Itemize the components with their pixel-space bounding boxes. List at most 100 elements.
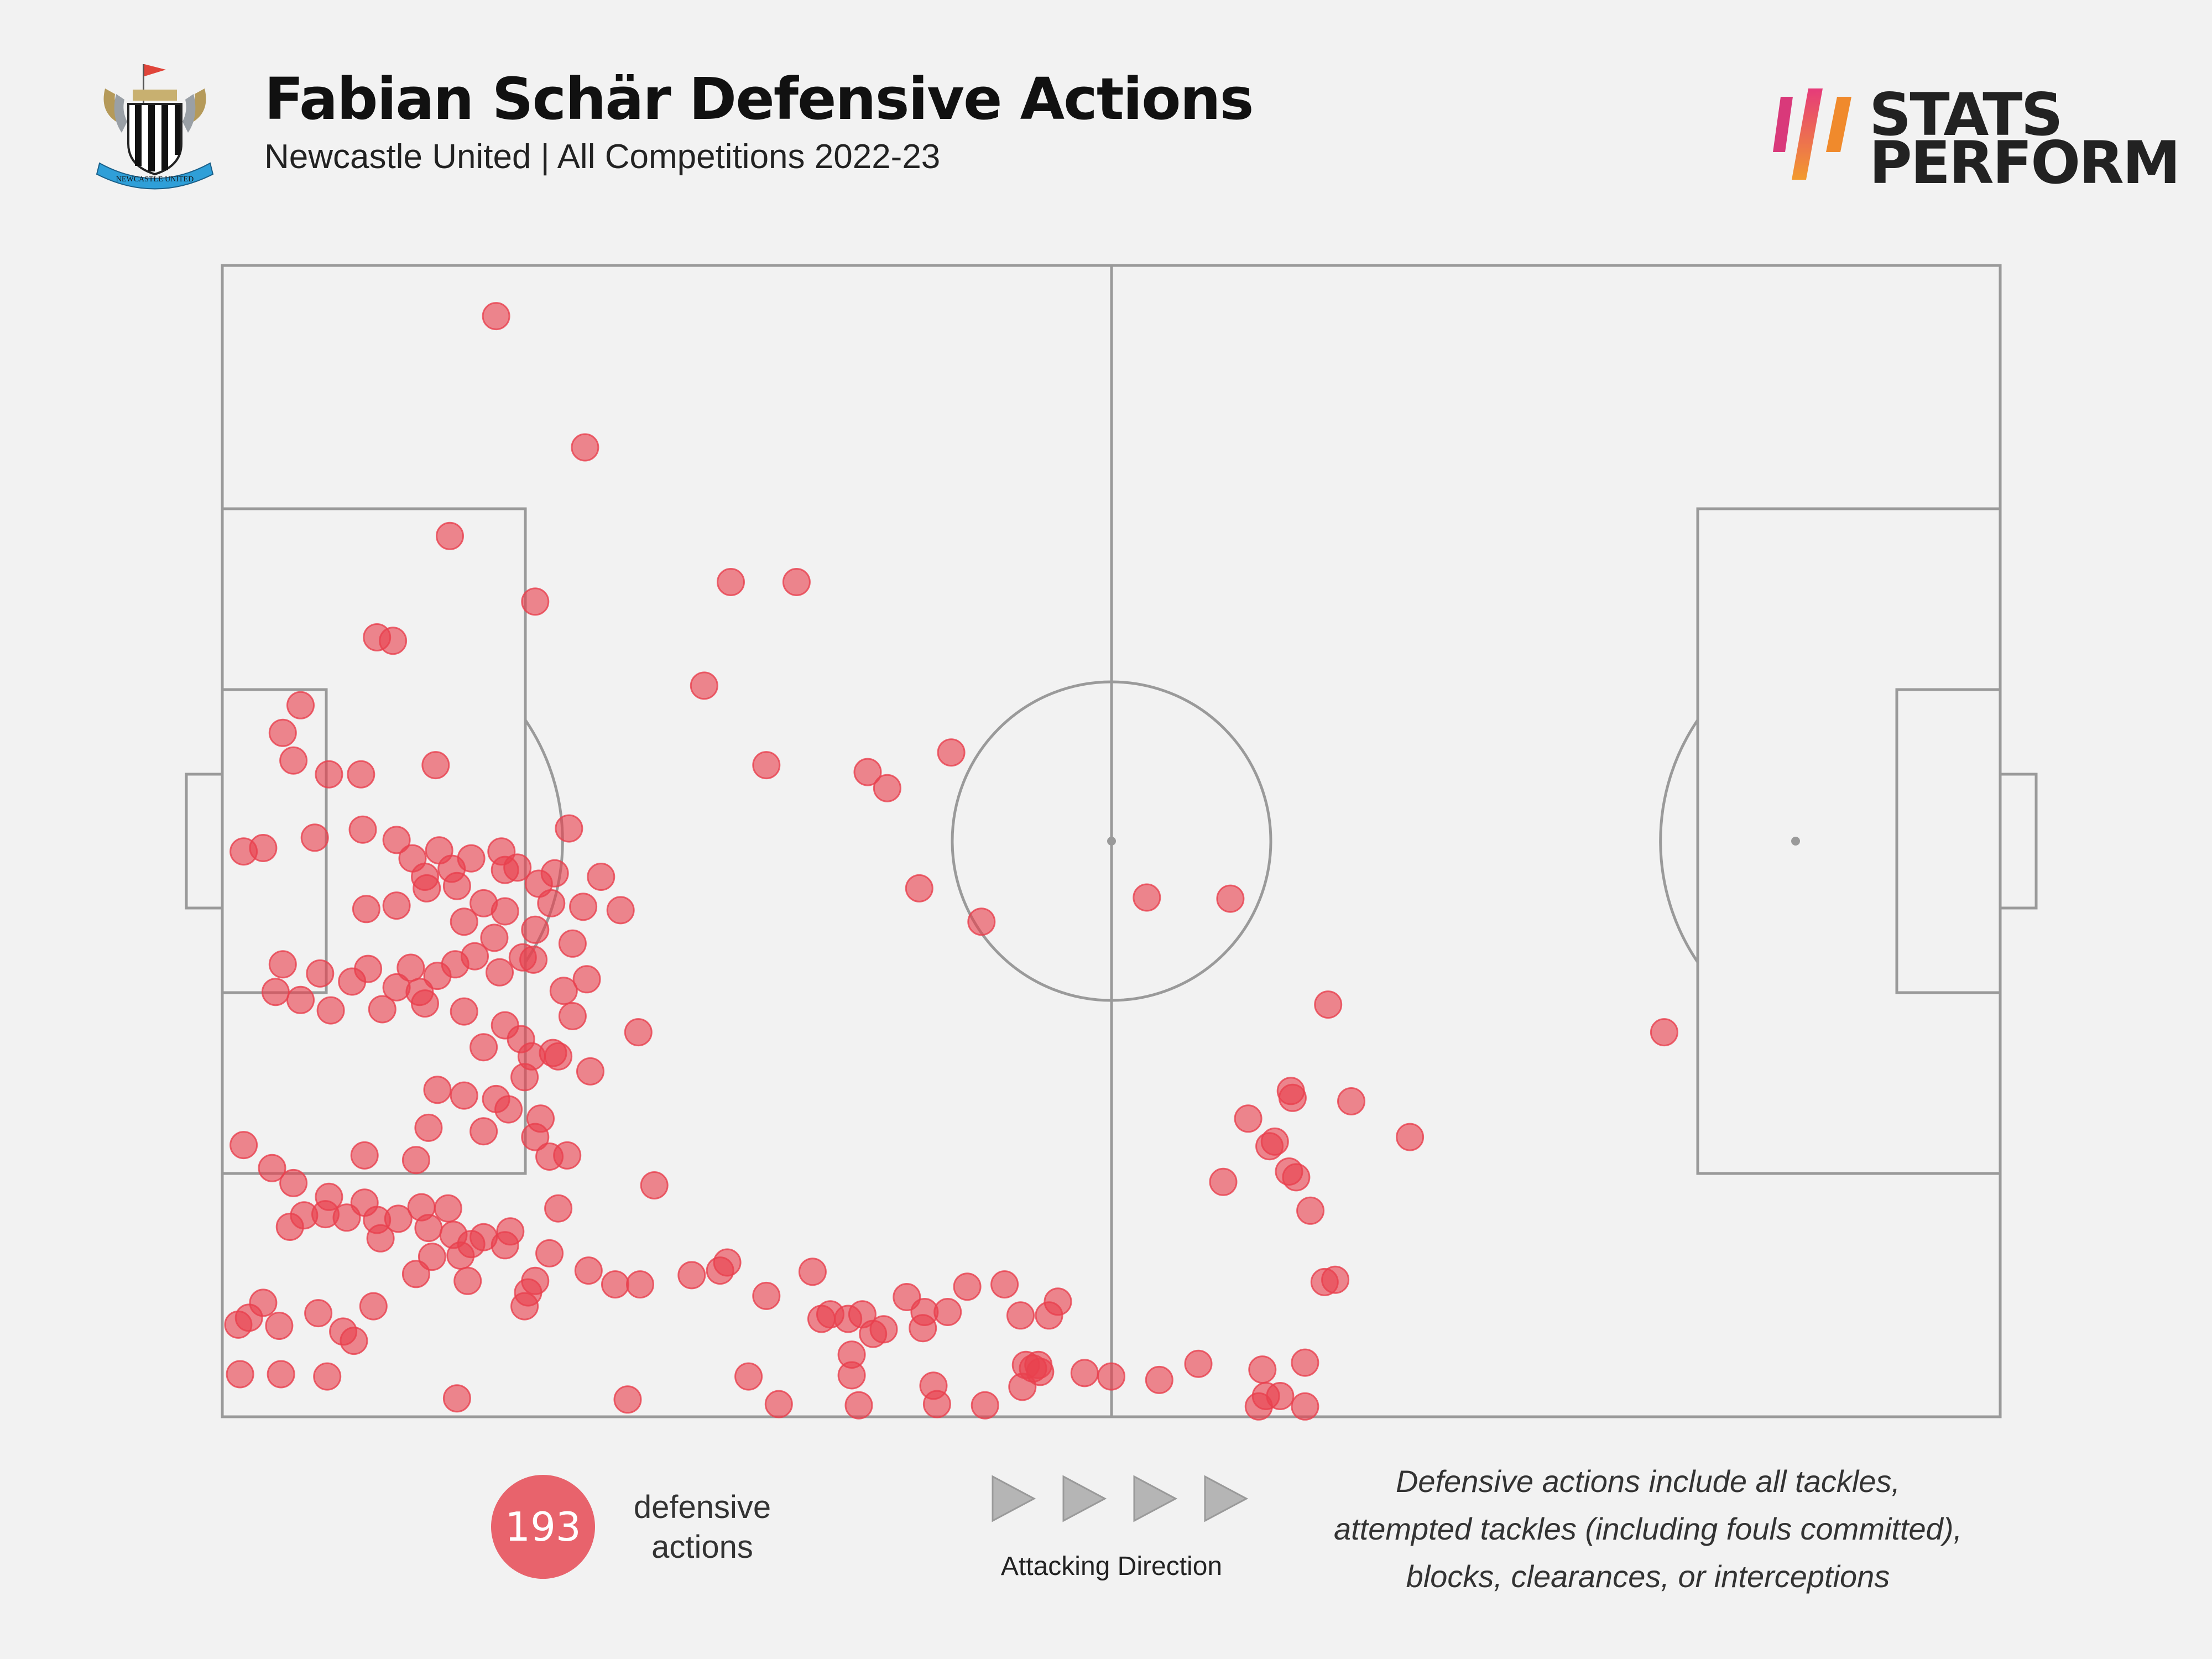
defensive-action-point — [1248, 1355, 1277, 1384]
defensive-action-point — [837, 1361, 866, 1390]
count-label-line2: actions — [651, 1529, 753, 1565]
defensive-action-point — [446, 1241, 475, 1270]
defensive-action-point — [442, 872, 471, 900]
defensive-action-point — [1019, 1354, 1047, 1383]
defensive-action-point — [401, 1260, 430, 1288]
defensive-action-point — [226, 1360, 254, 1389]
brand-line2: PERFORM — [1869, 129, 2180, 197]
defensive-action-point — [421, 751, 450, 780]
defensive-action-point — [937, 738, 966, 767]
defensive-action-point — [537, 889, 566, 917]
defensive-action-point — [1070, 1359, 1099, 1387]
defensive-action-point — [249, 834, 278, 862]
defensive-action-point — [677, 1261, 706, 1290]
penalty-spot-right — [1791, 837, 1800, 846]
defensive-action-point — [366, 1224, 395, 1253]
defensive-action-point — [338, 967, 367, 996]
defensive-action-point — [1260, 1127, 1289, 1156]
centre-spot — [1107, 837, 1116, 846]
definition-note: Defensive actions include all tackles, a… — [1288, 1458, 2007, 1600]
defensive-action-point — [510, 1063, 539, 1092]
defensive-action-point — [382, 826, 411, 854]
defensive-action-point — [844, 1391, 873, 1420]
defensive-action-point — [384, 1204, 413, 1233]
defensive-action-point — [539, 1039, 567, 1067]
defensive-action-point — [486, 958, 514, 987]
defensive-action-point — [1276, 1077, 1305, 1105]
defensive-action-point — [1145, 1365, 1173, 1394]
note-line-1: Defensive actions include all tackles, — [1395, 1464, 1901, 1499]
defensive-action-point — [286, 985, 315, 1014]
count-label-line1: defensive — [633, 1489, 771, 1525]
defensive-action-point — [967, 907, 996, 936]
defensive-action-point — [569, 893, 598, 921]
note-line-2: attempted tackles (including fouls commi… — [1333, 1511, 1963, 1546]
note-line-3: blocks, clearances, or interceptions — [1406, 1559, 1890, 1594]
defensive-action-point — [503, 853, 532, 882]
defensive-action-point — [1006, 1301, 1035, 1330]
defensive-action-point — [224, 1310, 253, 1339]
defensive-action-point — [368, 995, 397, 1024]
defensive-action-point — [909, 1314, 937, 1343]
defensive-action-point — [450, 1081, 478, 1110]
defensive-action-point — [442, 1384, 471, 1413]
defensive-action-point — [300, 823, 329, 852]
defensive-action-point — [482, 302, 510, 331]
brand-line1: STATS — [1869, 81, 2063, 149]
defensive-action-point — [764, 1390, 793, 1418]
defensive-action-point — [1209, 1167, 1238, 1196]
defensive-action-point — [1184, 1349, 1213, 1378]
defensive-action-point — [873, 774, 901, 802]
count-label: defensive actions — [608, 1488, 796, 1567]
defensive-action-point — [572, 965, 601, 994]
defensive-action-point — [606, 896, 635, 925]
defensive-action-point — [544, 1194, 573, 1223]
defensive-action-point — [268, 950, 297, 979]
defensive-action-point — [1314, 990, 1343, 1019]
defensive-actions-points — [224, 302, 1678, 1421]
defensive-action-point — [521, 1123, 550, 1151]
chart-title: Fabian Schär Defensive Actions — [264, 65, 1254, 133]
defensive-action-point — [1044, 1287, 1072, 1316]
defensive-action-point — [348, 815, 377, 844]
defensive-action-point — [1266, 1382, 1295, 1410]
defensive-action-point — [1650, 1018, 1678, 1047]
defensive-action-point — [624, 1018, 653, 1047]
defensive-action-point — [411, 989, 439, 1018]
defensive-action-point — [450, 997, 478, 1026]
defensive-action-point — [434, 1194, 462, 1223]
defensive-action-point — [690, 671, 718, 700]
defensive-action-point — [521, 1266, 550, 1295]
defensive-action-point — [453, 1266, 482, 1295]
defensive-action-point — [706, 1256, 734, 1285]
defensive-action-point — [267, 1360, 295, 1389]
defensive-action-point — [549, 977, 578, 1005]
defensive-action-point — [359, 1292, 388, 1321]
defensive-action-point — [574, 1256, 603, 1285]
defensive-action-point — [519, 945, 548, 974]
defensive-action-point — [304, 1299, 333, 1328]
attacking-direction-label: Attacking Direction — [1000, 1552, 1223, 1581]
defensive-action-point — [752, 751, 781, 780]
defensive-action-point — [1296, 1196, 1325, 1225]
defensive-action-point — [382, 891, 411, 920]
defensive-action-point — [601, 1270, 629, 1299]
defensive-action-point — [340, 1327, 368, 1355]
count-badge: 193 — [491, 1475, 595, 1579]
defensive-action-point — [555, 814, 583, 843]
defensive-action-point — [379, 627, 408, 655]
defensive-action-point — [401, 1146, 430, 1175]
defensive-action-point — [279, 1168, 308, 1197]
defensive-action-point — [922, 1390, 951, 1418]
defensive-action-point — [540, 859, 569, 888]
defensive-action-point — [413, 874, 441, 902]
defensive-action-point — [535, 1239, 564, 1267]
defensive-action-point — [1291, 1392, 1319, 1421]
defensive-action-point — [450, 907, 478, 936]
defensive-action-point — [613, 1385, 642, 1414]
defensive-action-point — [258, 1154, 286, 1182]
defensive-action-point — [491, 1231, 519, 1260]
defensive-action-point — [423, 962, 452, 990]
brand-stripes-icon — [1773, 88, 1851, 180]
